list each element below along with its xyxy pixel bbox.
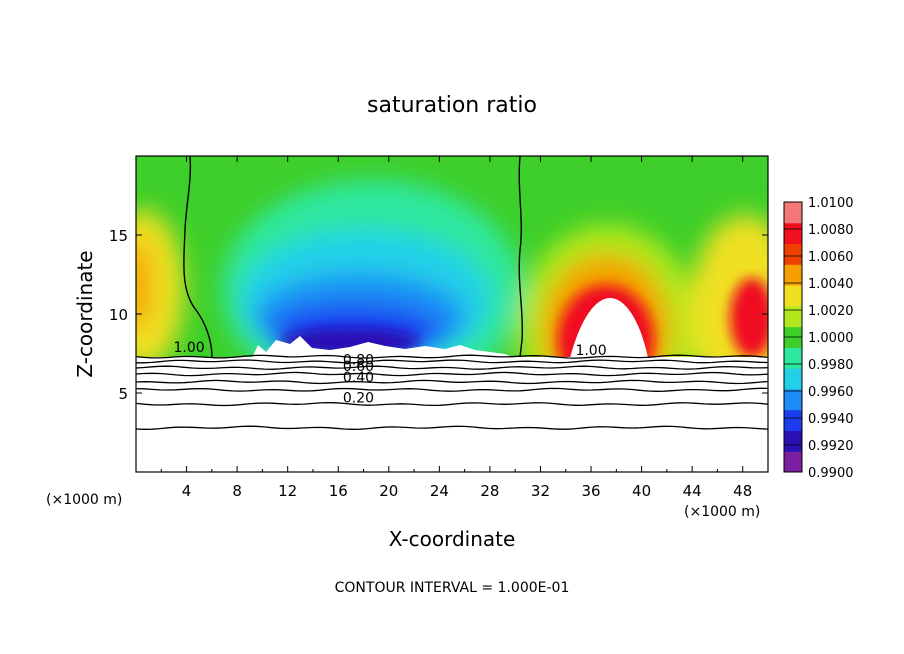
x-tick-label: 36 (581, 482, 600, 500)
y-axis-label: Z-coordinate (73, 250, 97, 377)
colorbar-label: 1.0020 (808, 304, 854, 319)
colorbar-label: 1.0080 (808, 223, 854, 238)
colorbar-label: 0.9920 (808, 439, 854, 454)
x-unit-right: (×1000 m) (684, 504, 760, 520)
saturation-field: 1.00 1.00 0.800.600.40 0.20 (136, 156, 768, 472)
colorbar-swatch (784, 368, 802, 390)
x-tick-label: 28 (480, 482, 499, 500)
x-tick-label: 48 (733, 482, 752, 500)
field-saturated-dome (570, 298, 648, 357)
contour-1-left (183, 156, 213, 358)
lower-contour-group (136, 354, 768, 430)
contour-1-right (518, 156, 524, 358)
y-tick-label: 15 (109, 227, 128, 245)
colorbar-label: 1.0100 (808, 196, 854, 211)
colorbar: 1.0100 1.0080 1.0060 1.0040 1.0020 1.0000 0.99… (783, 196, 854, 481)
colorbar-swatch (784, 430, 802, 452)
x-axis-ticks: 4 8 12 16 20 24 28 32 36 40 44 48 (160, 156, 752, 500)
contour-line-lower (136, 387, 768, 392)
colorbar-swatch (784, 243, 802, 265)
contour-line-lower (136, 379, 768, 385)
x-tick-label: 8 (232, 482, 242, 500)
contour-label: 0.20 (343, 390, 374, 406)
field-cloud-base (252, 336, 513, 357)
contour-interval-footer: CONTOUR INTERVAL = 1.000E-01 (335, 580, 570, 596)
contour-line-lower (136, 371, 768, 377)
contour-label: 0.80 (343, 353, 374, 369)
x-tick-label: 12 (278, 482, 297, 500)
contour-line-lower (136, 359, 768, 364)
colorbar-swatch (784, 305, 802, 328)
contour-line-lower (136, 401, 768, 407)
x-tick-label: 24 (430, 482, 449, 500)
x-tick-label: 44 (683, 482, 702, 500)
x-tick-label: 16 (329, 482, 348, 500)
x-tick-label: 4 (182, 482, 192, 500)
y-axis-ticks: 5 10 15 (109, 227, 768, 403)
y-tick-label: 10 (109, 306, 128, 324)
colorbar-swatch (784, 451, 802, 473)
colorbar-label: 0.9900 (808, 466, 854, 481)
contour-label: 0.60 (343, 359, 374, 375)
colorbar-label: 0.9960 (808, 385, 854, 400)
x-tick-label: 20 (379, 482, 398, 500)
colorbar-swatch (784, 347, 802, 369)
contour-lines (183, 156, 524, 358)
colorbar-label: 0.9980 (808, 358, 854, 373)
field-far-right-red (730, 278, 768, 357)
contour-label: 0.40 (343, 370, 374, 386)
contour-line-lower (136, 365, 768, 370)
contour-label: 1.00 (174, 340, 205, 356)
field-left-orange (136, 240, 151, 330)
colorbar-swatch (784, 264, 802, 286)
contour-label: 1.00 (575, 343, 606, 359)
x-tick-label: 32 (531, 482, 550, 500)
field-left-yellow (136, 210, 184, 357)
colorbar-label: 1.0040 (808, 277, 854, 292)
contour-line-lower (136, 354, 768, 359)
contour-line-lower (136, 425, 768, 430)
chart-title: saturation ratio (367, 93, 537, 118)
x-unit-left: (×1000 m) (46, 492, 122, 508)
colorbar-swatch (784, 409, 802, 431)
y-tick-label: 5 (118, 385, 128, 403)
colorbar-swatch (784, 285, 802, 307)
colorbar-label: 1.0060 (808, 250, 854, 265)
colorbar-swatch (784, 202, 802, 224)
colorbar-swatch (784, 222, 802, 245)
colorbar-label: 0.9940 (808, 412, 854, 427)
contour-label-group: 1.00 1.00 0.800.600.40 0.20 (174, 340, 607, 407)
colorbar-swatch (784, 388, 802, 411)
x-tick-label: 40 (632, 482, 651, 500)
colorbar-label: 1.0000 (808, 331, 854, 346)
x-axis-label: X-coordinate (389, 527, 516, 551)
